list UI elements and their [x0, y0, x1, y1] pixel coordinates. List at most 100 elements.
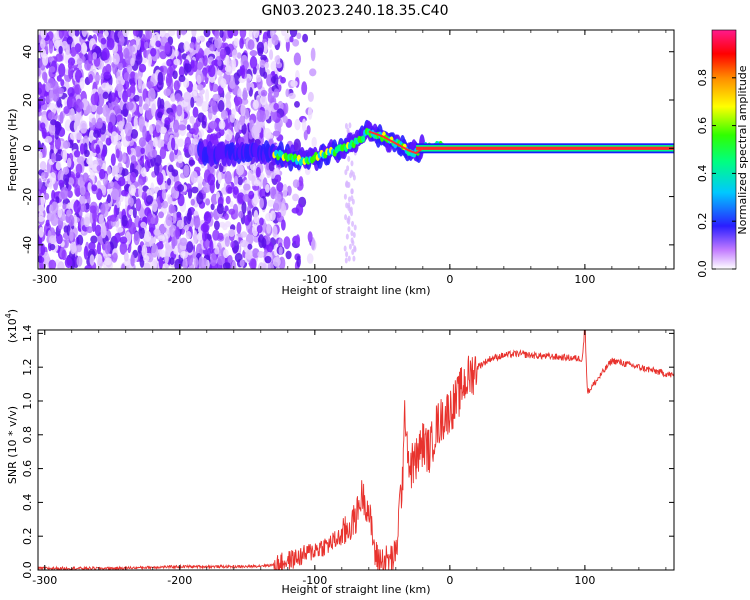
spectrogram-cell — [216, 203, 225, 215]
spectrogram-cell — [255, 74, 262, 83]
spectrogram-cell — [105, 137, 112, 146]
spectrogram-cell — [271, 34, 279, 46]
spectrogram-cell — [190, 59, 195, 69]
spectrogram-cell — [256, 224, 263, 234]
spectrogram-cell — [143, 254, 150, 263]
spectrogram-cell — [283, 236, 291, 250]
spectrogram-ylabel: Frequency (Hz) — [6, 109, 19, 192]
spectrogram-cell — [41, 127, 47, 139]
spectrogram-cell — [214, 30, 220, 39]
spectrogram-cell — [171, 236, 176, 250]
spectrogram-cell — [203, 183, 211, 194]
spectrogram-cell — [48, 182, 53, 190]
spectrogram-cell — [344, 257, 348, 264]
spectrogram-cell — [110, 131, 119, 145]
spectrogram-cell — [119, 241, 128, 255]
spectrogram-cell — [91, 184, 98, 192]
spectrogram-cell — [274, 193, 282, 201]
snr-ticks: -300 -200 -100 0 100 0.0 0.2 0.4 0.6 0.8 1.0 1.2 1.4 — [21, 325, 674, 587]
spectrogram-cell — [214, 37, 222, 49]
spectrogram-cell — [217, 59, 222, 67]
spectrogram-cell — [352, 231, 356, 238]
spectrogram-cell — [353, 246, 357, 253]
spectrogram-cell — [64, 238, 69, 249]
spectrogram-cell — [209, 44, 216, 52]
spectrogram-cell — [48, 41, 54, 54]
spectrogram-cell — [240, 98, 249, 106]
spectrogram-cell — [49, 89, 54, 102]
spectrogram-cell — [237, 192, 245, 204]
spectrogram-cell — [118, 176, 126, 187]
spectrogram-cell — [153, 228, 161, 236]
spectrogram-cell — [238, 210, 244, 219]
spectrogram-cell — [220, 78, 227, 89]
spectrogram-cell — [43, 72, 48, 84]
snr-ytick-label: 0.2 — [21, 527, 34, 545]
spectrogram-cell — [96, 165, 102, 172]
spectrogram-cell — [241, 64, 246, 79]
spectrogram-cell — [263, 41, 269, 54]
spectrogram-cell — [61, 249, 67, 261]
spectrogram-cell — [60, 79, 65, 87]
spectrogram-cell — [80, 203, 87, 213]
spectrogram-cell — [55, 196, 60, 204]
spectrogram-cell — [233, 37, 239, 47]
snr-ytick-label: 0.0 — [21, 561, 34, 579]
spectrogram-cell — [123, 252, 129, 262]
spectrogram-cell — [171, 169, 179, 177]
spectrogram-cell — [44, 136, 53, 143]
spectrogram-cell — [243, 214, 251, 226]
spectrogram-cell — [223, 248, 229, 259]
spectrogram-cell — [211, 59, 220, 67]
spectrogram-cell — [233, 119, 240, 133]
spectrogram-cell — [94, 224, 102, 237]
spectrogram-cell — [200, 223, 209, 233]
spectrogram-cell — [307, 231, 313, 243]
spectrogram-cell — [347, 226, 351, 233]
spectrogram-cell — [353, 224, 357, 231]
spectrogram-cell — [344, 214, 348, 221]
spectrogram-cell — [198, 256, 205, 269]
spectrogram-cell — [256, 41, 265, 54]
spectrogram-cell — [146, 30, 153, 40]
spectrogram-cell — [133, 94, 140, 102]
spectrogram-cell — [190, 96, 195, 108]
spectrogram-cell — [40, 192, 46, 207]
spectrogram-cell — [259, 197, 265, 209]
spectrogram-cell — [123, 72, 131, 82]
spectrogram-cell — [284, 102, 289, 115]
spectrogram-cell — [57, 261, 65, 269]
spectrogram-cell — [237, 176, 244, 186]
spectrogram-cell — [177, 193, 185, 207]
spectrogram-cell — [280, 203, 287, 217]
spectrogram-cell — [264, 255, 272, 264]
spectrogram-cell — [106, 194, 112, 204]
spectrogram-cell — [120, 189, 128, 197]
spectrogram-cell — [57, 208, 63, 219]
spectrogram-cell — [159, 98, 165, 109]
spectrogram-cell — [207, 106, 213, 121]
spectrogram-cell — [252, 223, 259, 237]
spectrogram-cell — [155, 40, 162, 48]
spectrogram-cell — [253, 179, 261, 187]
spectrogram-cell — [88, 241, 96, 251]
spectrogram-cell — [247, 243, 253, 250]
spectrogram-cell — [106, 37, 115, 51]
spectrogram-cell — [193, 230, 198, 244]
spectrogram-cell — [123, 47, 130, 59]
spectrogram-cell — [105, 63, 112, 74]
spectrogram-cell — [197, 112, 205, 123]
spectrogram-cell — [164, 251, 169, 265]
spectrogram-cell — [347, 255, 351, 262]
spectrogram-cell — [38, 227, 44, 238]
spectrogram-xtick-label: -300 — [32, 273, 57, 286]
spectrogram-cell — [343, 245, 347, 252]
spectrogram-cell — [159, 50, 167, 60]
spectrogram-cell — [156, 139, 165, 149]
spectrogram-cell — [156, 172, 164, 186]
spectrogram-cell — [124, 122, 133, 137]
spectrogram-cell — [249, 50, 258, 57]
spectrogram-cell — [110, 153, 116, 166]
spectrogram-cell — [166, 58, 174, 67]
spectrogram-cell — [159, 249, 166, 258]
